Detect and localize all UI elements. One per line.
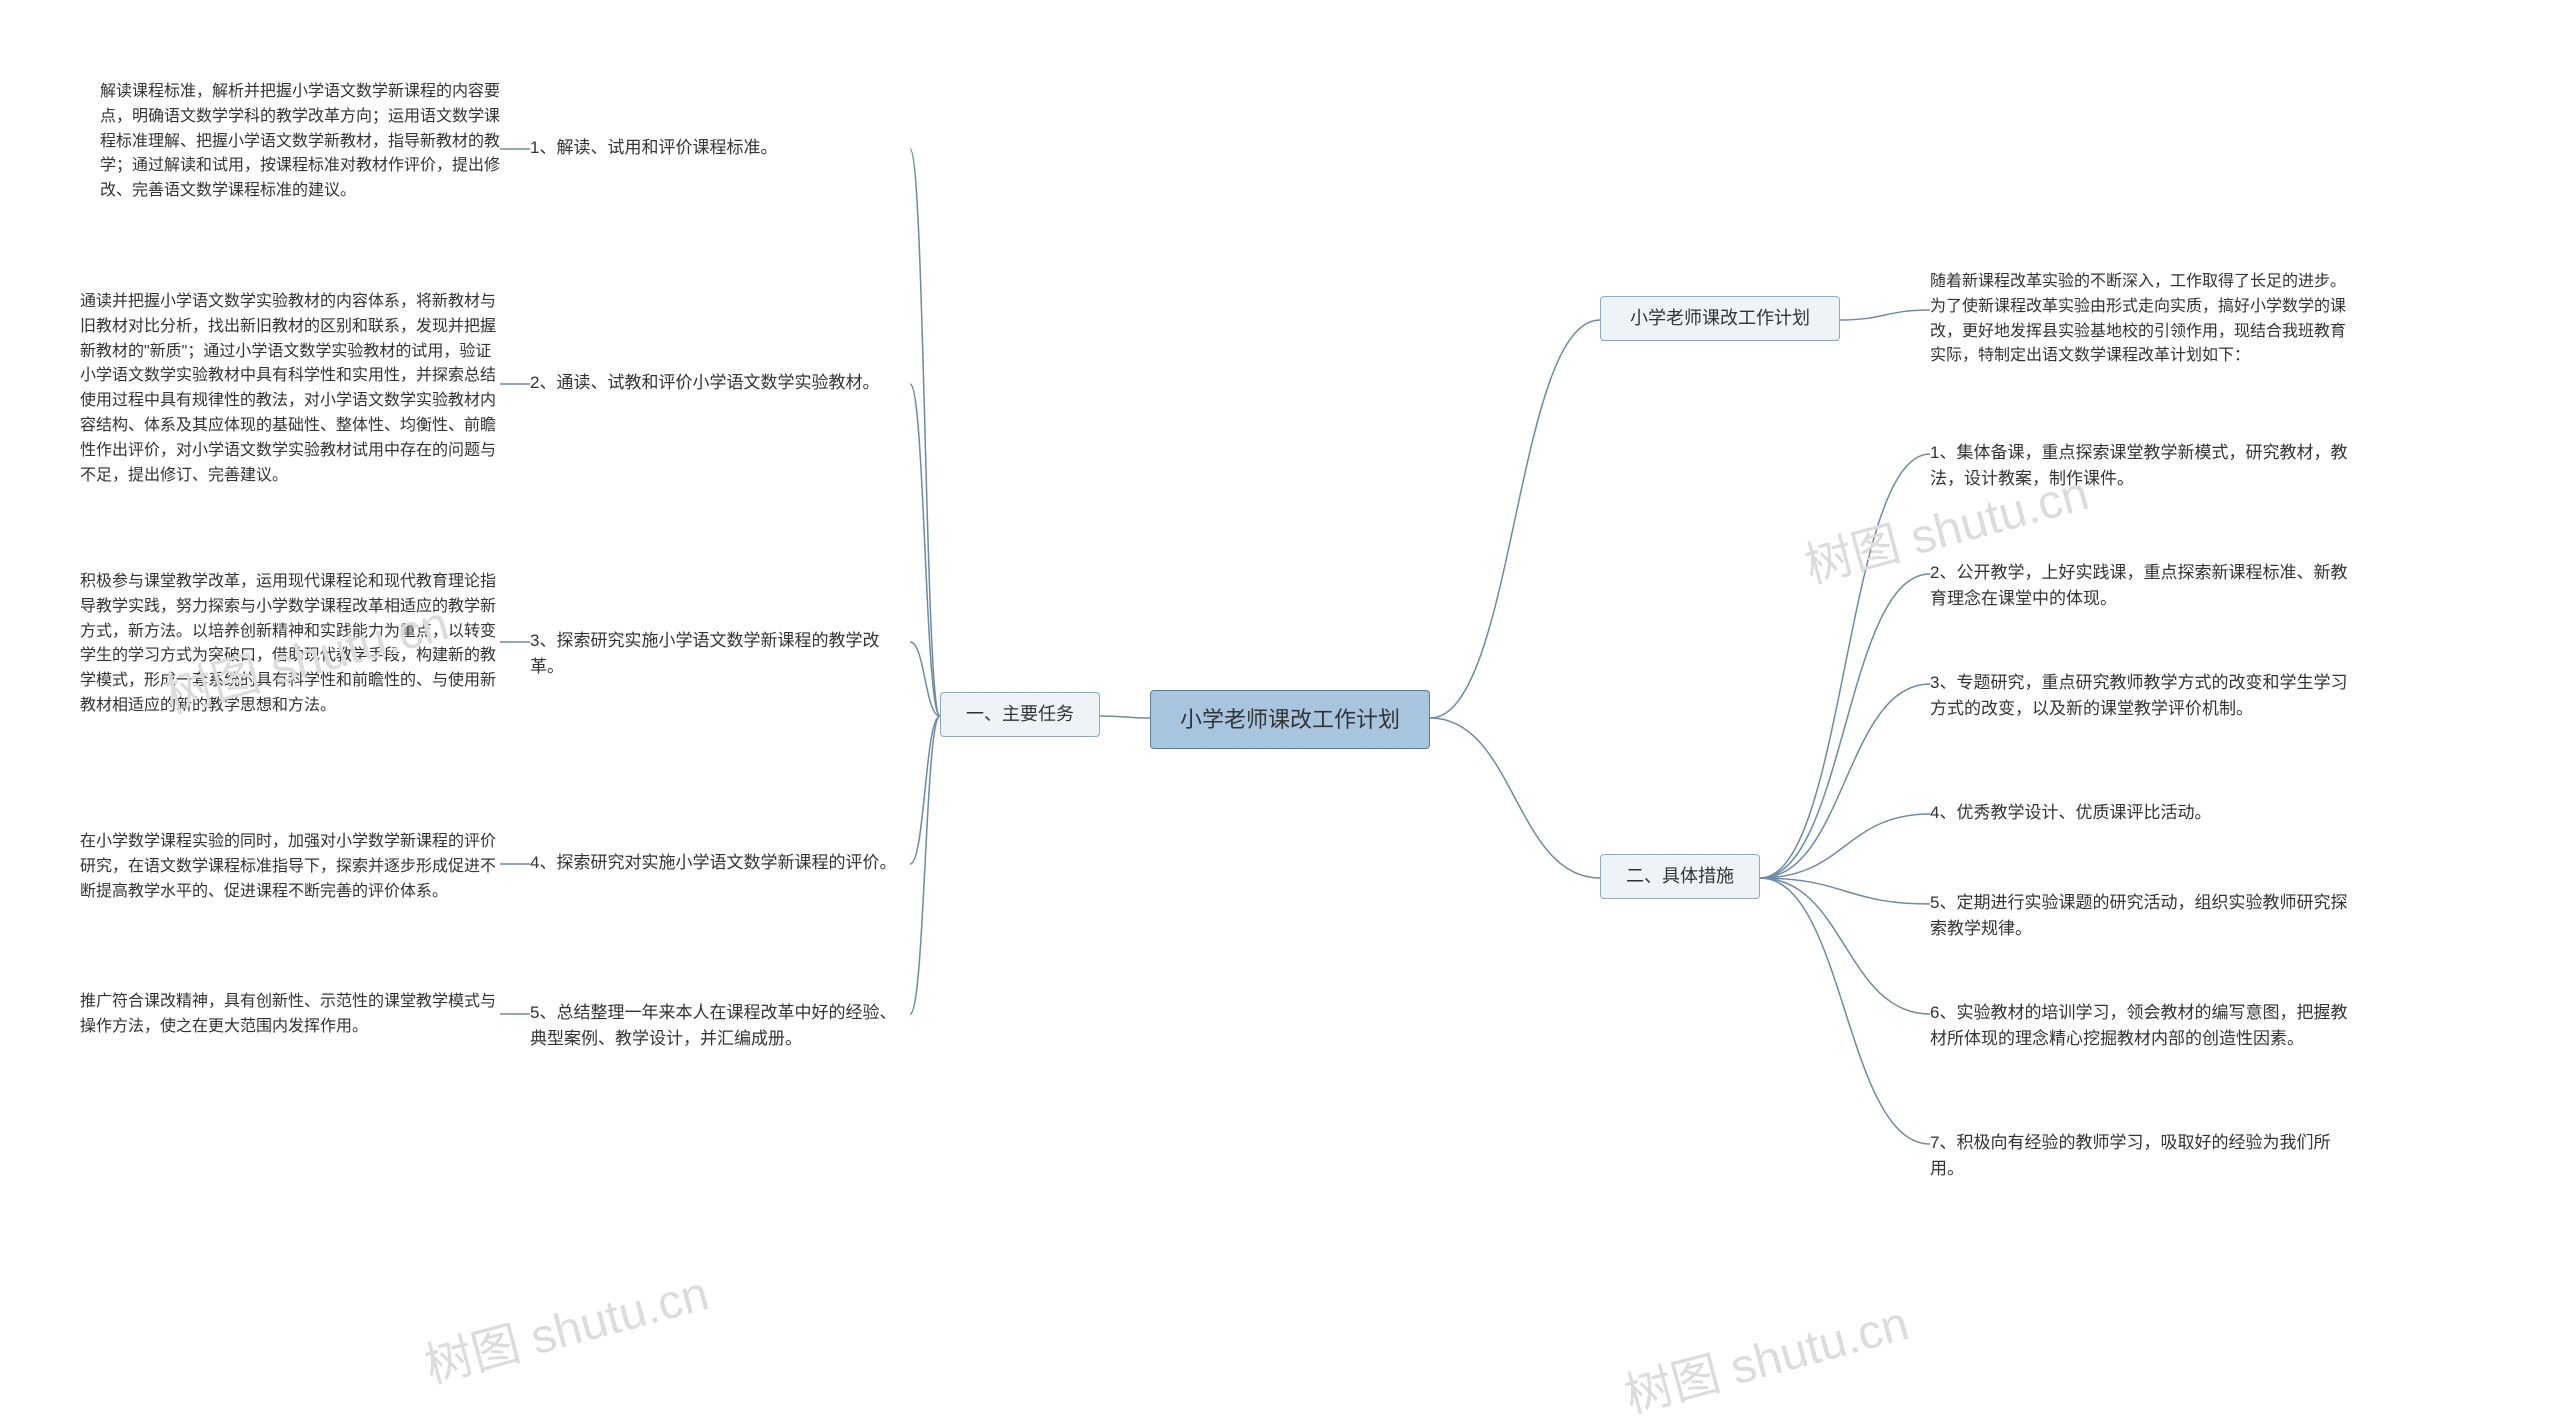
right-measure-2: 2、公开教学，上好实践课，重点探索新课程标准、新教育理念在课堂中的体现。 [1930, 560, 2350, 611]
left-task-5-detail: 推广符合课改精神，具有创新性、示范性的课堂教学模式与操作方法，使之在更大范围内发… [80, 990, 500, 1040]
right-measure-5: 5、定期进行实验课题的研究活动，组织实验教师研究探索教学规律。 [1930, 890, 2350, 941]
left-task-3-title: 3、探索研究实施小学语文数学新课程的教学改革。 [530, 628, 910, 679]
left-branch-label: 一、主要任务 [966, 704, 1074, 724]
right-measure-1: 1、集体备课，重点探索课堂教学新模式，研究教材，教法，设计教案，制作课件。 [1930, 440, 2350, 491]
left-task-4-title: 4、探索研究对实施小学语文数学新课程的评价。 [530, 850, 910, 876]
left-task-1-title: 1、解读、试用和评价课程标准。 [530, 135, 910, 161]
left-task-2-title: 2、通读、试教和评价小学语文数学实验教材。 [530, 370, 910, 396]
right-measure-4: 4、优秀教学设计、优质课评比活动。 [1930, 800, 2350, 826]
left-task-3-detail: 积极参与课堂教学改革，运用现代课程论和现代教育理论指导教学实践，努力探索与小学数… [80, 570, 500, 719]
left-task-2-detail: 通读并把握小学语文数学实验教材的内容体系，将新教材与旧教材对比分析，找出新旧教材… [80, 290, 500, 488]
center-node[interactable]: 小学老师课改工作计划 [1150, 690, 1430, 749]
watermark: 树图 shutu.cn [416, 1254, 715, 1397]
right-measure-3: 3、专题研究，重点研究教师教学方式的改变和学生学习方式的改变，以及新的课堂教学评… [1930, 670, 2350, 721]
left-branch[interactable]: 一、主要任务 [940, 692, 1100, 737]
right-top-branch-label: 小学老师课改工作计划 [1630, 308, 1810, 328]
watermark: 树图 shutu.cn [1616, 1284, 1915, 1427]
right-measure-6: 6、实验教材的培训学习，领会教材的编写意图，把握教材所体现的理念精心挖掘教材内部… [1930, 1000, 2350, 1051]
left-task-1-detail: 解读课程标准，解析并把握小学语文数学新课程的内容要点，明确语文数学学科的教学改革… [100, 80, 500, 204]
center-label: 小学老师课改工作计划 [1180, 707, 1400, 732]
right-top-branch[interactable]: 小学老师课改工作计划 [1600, 296, 1840, 341]
right-measure-7: 7、积极向有经验的教师学习，吸取好的经验为我们所用。 [1930, 1130, 2350, 1181]
left-task-4-detail: 在小学数学课程实验的同时，加强对小学数学新课程的评价研究，在语文数学课程标准指导… [80, 830, 500, 904]
right-top-detail: 随着新课程改革实验的不断深入，工作取得了长足的进步。为了使新课程改革实验由形式走… [1930, 270, 2350, 369]
right-bottom-branch[interactable]: 二、具体措施 [1600, 854, 1760, 899]
left-task-5-title: 5、总结整理一年来本人在课程改革中好的经验、典型案例、教学设计，并汇编成册。 [530, 1000, 910, 1051]
right-bottom-branch-label: 二、具体措施 [1626, 866, 1734, 886]
